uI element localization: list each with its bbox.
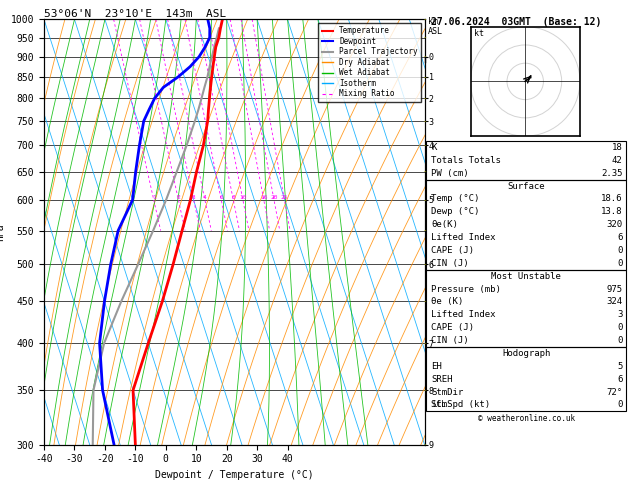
Text: Most Unstable: Most Unstable <box>491 272 561 281</box>
Text: 6: 6 <box>617 233 623 242</box>
Text: 27.06.2024  03GMT  (Base: 12): 27.06.2024 03GMT (Base: 12) <box>431 17 601 27</box>
Text: -: - <box>424 261 426 267</box>
Text: StmSpd (kt): StmSpd (kt) <box>431 400 491 410</box>
Text: 0: 0 <box>617 336 623 345</box>
Text: Dewp (°C): Dewp (°C) <box>431 207 480 216</box>
Text: -: - <box>424 387 426 393</box>
Text: K: K <box>431 143 437 152</box>
Text: EH: EH <box>431 362 442 371</box>
Text: -: - <box>424 227 426 234</box>
Text: 42: 42 <box>612 156 623 165</box>
Text: 6: 6 <box>617 375 623 384</box>
Text: Pressure (mb): Pressure (mb) <box>431 284 501 294</box>
Text: -: - <box>424 118 426 124</box>
Text: -: - <box>424 142 426 148</box>
Text: Lifted Index: Lifted Index <box>431 233 496 242</box>
Text: -: - <box>424 74 426 80</box>
Text: -: - <box>424 442 426 448</box>
Text: 2.35: 2.35 <box>601 169 623 178</box>
Text: 18: 18 <box>612 143 623 152</box>
Text: 0: 0 <box>617 323 623 332</box>
Text: 5: 5 <box>617 362 623 371</box>
Text: 2: 2 <box>177 195 181 200</box>
Text: 25: 25 <box>281 195 288 200</box>
Text: CIN (J): CIN (J) <box>431 336 469 345</box>
Text: 20: 20 <box>270 195 278 200</box>
Text: Surface: Surface <box>508 181 545 191</box>
Text: -: - <box>424 197 426 203</box>
Text: 53°06'N  23°10'E  143m  ASL: 53°06'N 23°10'E 143m ASL <box>44 9 226 18</box>
Text: © weatheronline.co.uk: © weatheronline.co.uk <box>477 414 575 423</box>
Text: 4: 4 <box>203 195 207 200</box>
Text: 0: 0 <box>617 400 623 410</box>
Text: LCL: LCL <box>432 400 446 409</box>
Text: -: - <box>424 53 426 60</box>
Text: CAPE (J): CAPE (J) <box>431 246 474 255</box>
Text: Totals Totals: Totals Totals <box>431 156 501 165</box>
Text: 975: 975 <box>606 284 623 294</box>
X-axis label: Dewpoint / Temperature (°C): Dewpoint / Temperature (°C) <box>155 470 314 480</box>
Text: -: - <box>424 35 426 40</box>
Text: θe(K): θe(K) <box>431 220 459 229</box>
Y-axis label: hPa: hPa <box>0 223 5 241</box>
Text: -: - <box>424 169 426 174</box>
Text: PW (cm): PW (cm) <box>431 169 469 178</box>
Text: 3: 3 <box>192 195 196 200</box>
Text: CIN (J): CIN (J) <box>431 259 469 268</box>
Text: 16: 16 <box>260 195 267 200</box>
Legend: Temperature, Dewpoint, Parcel Trajectory, Dry Adiabat, Wet Adiabat, Isotherm, Mi: Temperature, Dewpoint, Parcel Trajectory… <box>318 23 421 102</box>
Text: 18.6: 18.6 <box>601 194 623 204</box>
Text: Temp (°C): Temp (°C) <box>431 194 480 204</box>
Text: 3: 3 <box>617 310 623 319</box>
Text: km
ASL: km ASL <box>428 17 443 36</box>
Text: CAPE (J): CAPE (J) <box>431 323 474 332</box>
Text: Hodograph: Hodograph <box>502 349 550 358</box>
Text: 8: 8 <box>231 195 235 200</box>
Text: 6: 6 <box>220 195 223 200</box>
Text: -: - <box>424 298 426 304</box>
Text: -: - <box>424 17 426 22</box>
Text: kt: kt <box>474 29 484 38</box>
Text: 0: 0 <box>617 246 623 255</box>
Text: 0: 0 <box>617 259 623 268</box>
Text: θe (K): θe (K) <box>431 297 464 307</box>
Text: -: - <box>424 340 426 346</box>
Text: 72°: 72° <box>606 387 623 397</box>
Text: 320: 320 <box>606 220 623 229</box>
Text: SREH: SREH <box>431 375 453 384</box>
Text: 13.8: 13.8 <box>601 207 623 216</box>
Text: 1: 1 <box>152 195 155 200</box>
Text: -: - <box>424 95 426 101</box>
Text: Lifted Index: Lifted Index <box>431 310 496 319</box>
Text: 10: 10 <box>239 195 247 200</box>
Text: StmDir: StmDir <box>431 387 464 397</box>
Text: 324: 324 <box>606 297 623 307</box>
